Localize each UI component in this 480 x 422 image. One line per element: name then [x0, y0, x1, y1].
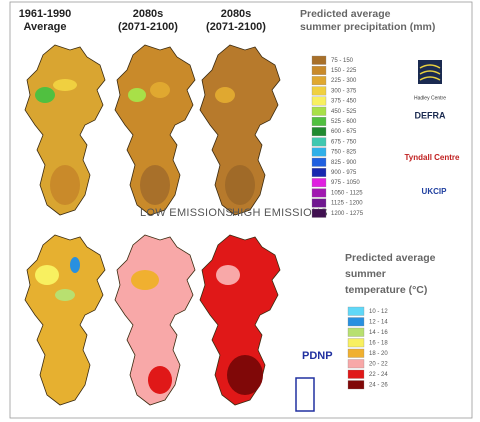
legend-label: 10 - 12 — [369, 309, 388, 315]
legend-swatch — [348, 339, 364, 348]
legend-label: 150 - 225 — [331, 68, 357, 74]
legend-label: 825 - 900 — [331, 160, 357, 166]
legend-label: 22 - 24 — [369, 372, 388, 378]
legend-label: 18 - 20 — [369, 351, 388, 357]
legend-label: 12 - 14 — [369, 319, 388, 325]
legend-label: 750 - 825 — [331, 150, 357, 156]
column-header: 1961-1990 — [19, 8, 72, 20]
legend-label: 14 - 16 — [369, 330, 388, 336]
legend-label: 450 - 525 — [331, 109, 357, 115]
logo-icon — [418, 60, 442, 84]
legend-label: 225 - 300 — [331, 78, 357, 84]
legend-label: 16 - 18 — [369, 340, 388, 346]
column-header: Average — [23, 21, 66, 33]
legend-label: 375 - 450 — [331, 99, 357, 105]
scenario-label: LOW EMISSIONS — [140, 207, 233, 219]
legend-title: Predicted average — [300, 8, 391, 20]
legend-swatch — [312, 97, 326, 106]
legend-swatch — [348, 307, 364, 316]
legend-swatch — [312, 117, 326, 126]
pdnp-box — [296, 378, 314, 411]
legend-swatch — [348, 318, 364, 327]
logo-text: DEFRA — [415, 110, 446, 120]
map-precip-high — [200, 45, 280, 215]
legend-swatch — [312, 209, 326, 218]
legend-swatch — [348, 360, 364, 369]
legend-title: temperature (°C) — [345, 284, 427, 296]
legend-label: 525 - 600 — [331, 119, 357, 125]
legend-swatch — [312, 76, 326, 85]
logo-text: UKCIP — [422, 187, 448, 196]
legend-swatch — [348, 328, 364, 337]
column-header: 2080s — [133, 8, 164, 20]
figure: PDNP Hadley Centre DEFRA Tyndall Centre … — [0, 0, 480, 422]
legend-label: 20 - 22 — [369, 361, 388, 367]
logo-text: Hadley Centre — [414, 95, 446, 101]
legend-label: 600 - 675 — [331, 129, 357, 135]
legend-title: summer precipitation (mm) — [300, 21, 435, 33]
legend-label: 75 - 150 — [331, 58, 354, 64]
map-precip-low — [115, 45, 195, 215]
legend-label: 1125 - 1200 — [331, 201, 363, 207]
legend-swatch — [348, 349, 364, 358]
legend-swatch — [312, 168, 326, 177]
map-temp-baseline — [25, 235, 105, 405]
legend-swatch — [312, 56, 326, 65]
column-header: (2071-2100) — [206, 21, 266, 33]
legend-swatch — [312, 148, 326, 157]
column-header: 2080s — [221, 8, 252, 20]
legend-label: 675 - 750 — [331, 139, 357, 145]
legend-label: 24 - 26 — [369, 382, 388, 388]
annotation: PDNP — [302, 350, 333, 362]
logo-text: Tyndall Centre — [405, 153, 461, 162]
map-precip-baseline — [25, 45, 105, 215]
legend-label: 975 - 1050 — [331, 180, 360, 186]
legend-swatch — [312, 138, 326, 147]
legend-swatch — [312, 107, 326, 116]
legend-title: Predicted average — [345, 252, 436, 264]
map-temp-high — [200, 235, 280, 405]
legend-label: 900 - 975 — [331, 170, 357, 176]
legend-swatch — [348, 381, 364, 390]
legend-swatch — [312, 189, 326, 198]
legend-swatch — [348, 370, 364, 379]
legend-label: 1050 - 1125 — [331, 190, 363, 196]
legend-title: summer — [345, 268, 386, 280]
legend-swatch — [312, 178, 326, 187]
legend-swatch — [312, 158, 326, 167]
legend-swatch — [312, 87, 326, 96]
legend-swatch — [312, 127, 326, 135]
map-temp-low — [115, 235, 195, 405]
legend-label: 1200 - 1275 — [331, 211, 364, 217]
legend-swatch — [312, 199, 326, 208]
legend-swatch — [312, 66, 326, 75]
legend-label: 300 - 375 — [331, 88, 357, 94]
column-header: (2071-2100) — [118, 21, 178, 33]
